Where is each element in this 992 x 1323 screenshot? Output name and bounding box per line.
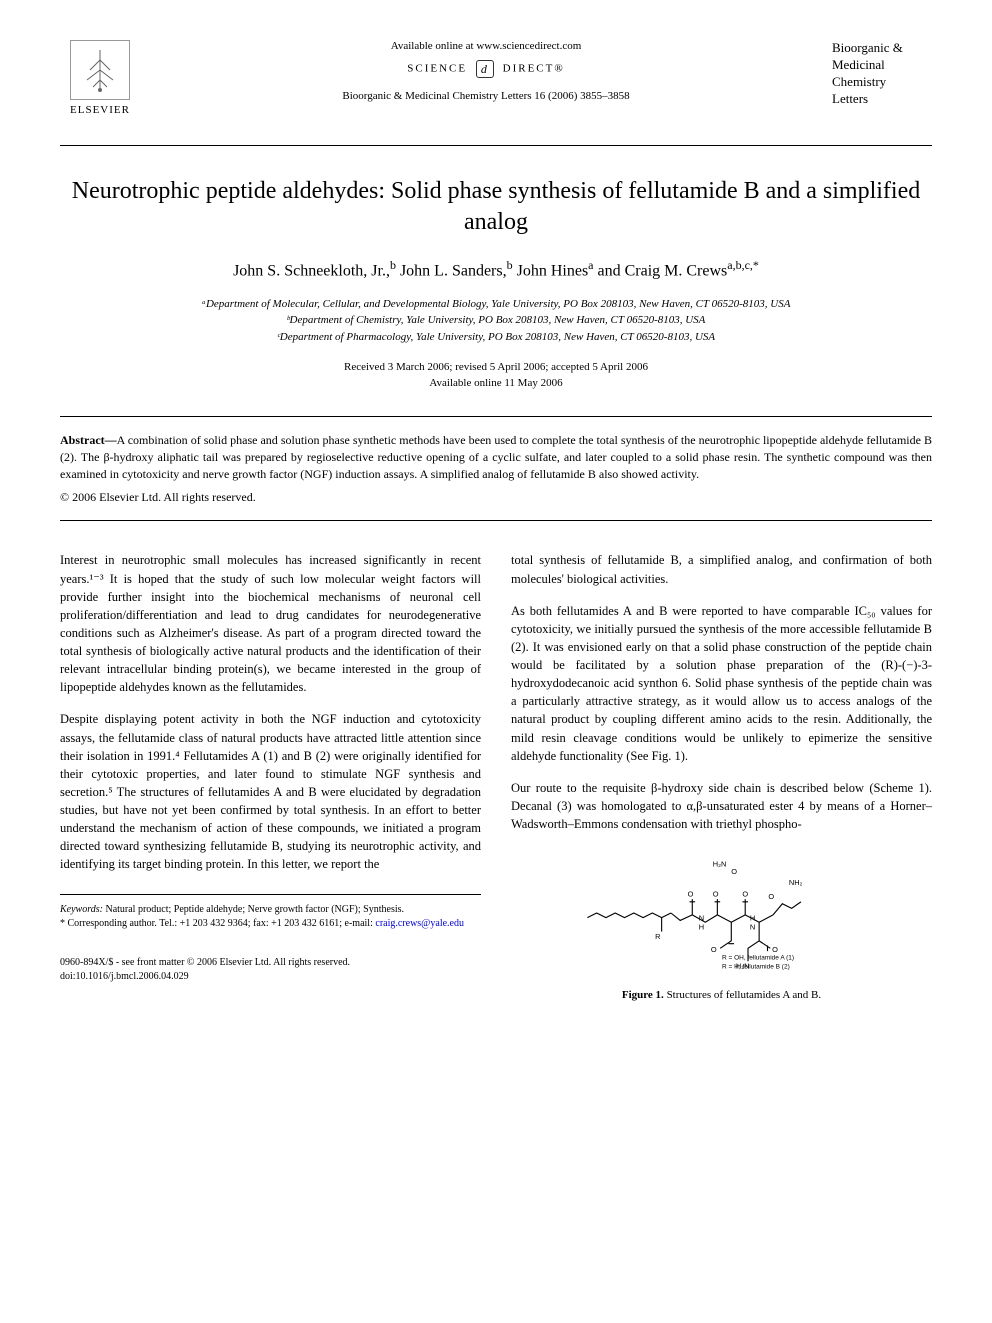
svg-text:H₂N: H₂N (712, 860, 726, 869)
svg-text:H: H (749, 914, 754, 923)
abstract-text: A combination of solid phase and solutio… (60, 433, 932, 481)
svg-text:O: O (712, 889, 718, 898)
svg-text:O: O (742, 889, 748, 898)
journal-title-line: Chemistry (832, 74, 932, 91)
affiliation-line: ᵃDepartment of Molecular, Cellular, and … (60, 296, 932, 313)
journal-title-line: Letters (832, 91, 932, 108)
journal-title-line: Bioorganic & (832, 40, 932, 57)
svg-text:O: O (687, 889, 693, 898)
received-date: Received 3 March 2006; revised 5 April 2… (60, 360, 932, 375)
main-content: Interest in neurotrophic small molecules… (60, 551, 932, 1012)
keywords-label: Keywords: (60, 904, 103, 915)
svg-text:H: H (698, 923, 703, 932)
bottom-info: 0960-894X/$ - see front matter © 2006 El… (60, 956, 481, 984)
elsevier-logo: ELSEVIER (60, 40, 140, 130)
page-header: ELSEVIER Available online at www.science… (60, 40, 932, 130)
elsevier-tree-icon (70, 40, 130, 100)
body-paragraph: As both fellutamides A and B were report… (511, 602, 932, 765)
abstract-top-divider (60, 416, 932, 417)
affiliation-line: ᶜDepartment of Pharmacology, Yale Univer… (60, 329, 932, 346)
journal-title-line: Medicinal (832, 57, 932, 74)
sd-left: SCIENCE (407, 63, 467, 75)
figure-label: Figure 1. (622, 989, 664, 1001)
corresponding-author: * Corresponding author. Tel.: +1 203 432… (60, 917, 481, 931)
footnotes: Keywords: Natural product; Peptide aldeh… (60, 894, 481, 931)
author-email-link[interactable]: craig.crews@yale.edu (375, 918, 464, 929)
right-column: total synthesis of fellutamide B, a simp… (511, 551, 932, 1012)
corresponding-text: * Corresponding author. Tel.: +1 203 432… (60, 918, 373, 929)
abstract-label: Abstract— (60, 433, 117, 447)
svg-text:O: O (710, 945, 716, 954)
figure-caption: Figure 1. Structures of fellutamides A a… (511, 988, 932, 1004)
figure-legend-1: R = OH, fellutamide A (1) (722, 955, 794, 962)
figure-caption-text: Structures of fellutamides A and B. (667, 989, 822, 1001)
svg-text:NH₂: NH₂ (788, 878, 802, 887)
figure-legend-2: R = H, fellutamide B (2) (722, 964, 790, 971)
svg-text:O: O (731, 867, 737, 876)
svg-text:N: N (698, 914, 703, 923)
body-paragraph: Despite displaying potent activity in bo… (60, 710, 481, 873)
header-divider (60, 145, 932, 146)
abstract-bottom-divider (60, 520, 932, 521)
elsevier-text: ELSEVIER (70, 104, 130, 116)
abstract-copyright: © 2006 Elsevier Ltd. All rights reserved… (60, 490, 932, 505)
article-dates: Received 3 March 2006; revised 5 April 2… (60, 360, 932, 391)
doi-line: doi:10.1016/j.bmcl.2006.04.029 (60, 970, 481, 984)
molecule-structure-icon: H₂N O R O H N O O N H NH₂ O H₂N O O (582, 848, 862, 978)
svg-text:R: R (655, 932, 660, 941)
figure-1: H₂N O R O H N O O N H NH₂ O H₂N O O (511, 848, 932, 1004)
left-column: Interest in neurotrophic small molecules… (60, 551, 481, 1012)
body-paragraph: total synthesis of fellutamide B, a simp… (511, 551, 932, 587)
svg-text:O: O (772, 945, 778, 954)
sd-right: DIRECT® (503, 63, 565, 75)
keywords-text: Natural product; Peptide aldehyde; Nerve… (105, 904, 404, 915)
journal-title-box: Bioorganic & Medicinal Chemistry Letters (832, 40, 932, 108)
affiliations: ᵃDepartment of Molecular, Cellular, and … (60, 296, 932, 346)
issn-line: 0960-894X/$ - see front matter © 2006 El… (60, 956, 481, 970)
svg-text:N: N (749, 923, 754, 932)
header-center: Available online at www.sciencedirect.co… (140, 40, 832, 102)
sd-d-icon: d (476, 60, 494, 78)
body-paragraph: Our route to the requisite β-hydroxy sid… (511, 779, 932, 833)
body-paragraph: Interest in neurotrophic small molecules… (60, 551, 481, 696)
available-date: Available online 11 May 2006 (60, 376, 932, 391)
affiliation-line: ᵇDepartment of Chemistry, Yale Universit… (60, 312, 932, 329)
svg-text:O: O (768, 892, 774, 901)
authors-list: John S. Schneekloth, Jr.,b John L. Sande… (60, 258, 932, 280)
abstract: Abstract—A combination of solid phase an… (60, 432, 932, 482)
article-title: Neurotrophic peptide aldehydes: Solid ph… (60, 176, 932, 238)
journal-reference: Bioorganic & Medicinal Chemistry Letters… (140, 90, 832, 102)
available-online-text: Available online at www.sciencedirect.co… (140, 40, 832, 52)
keywords-line: Keywords: Natural product; Peptide aldeh… (60, 903, 481, 917)
science-direct-logo: SCIENCE d DIRECT® (140, 60, 832, 78)
